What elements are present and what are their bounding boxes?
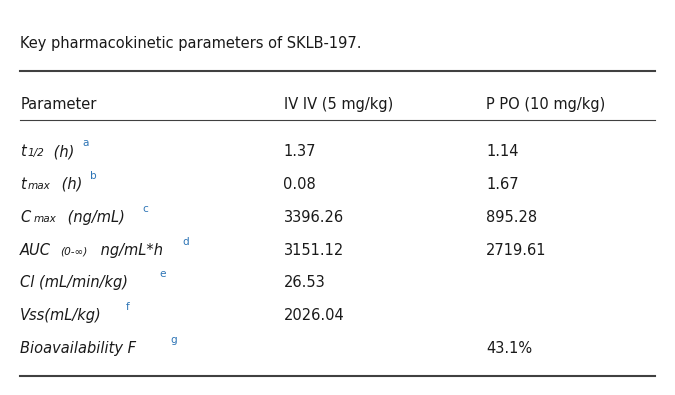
- Text: Key pharmacokinetic parameters of SKLB-197.: Key pharmacokinetic parameters of SKLB-1…: [20, 36, 362, 51]
- Text: 3151.12: 3151.12: [284, 243, 344, 258]
- Text: C: C: [20, 210, 30, 225]
- Text: c: c: [143, 204, 148, 214]
- Text: 895.28: 895.28: [486, 210, 537, 225]
- Text: 1.67: 1.67: [486, 177, 518, 192]
- Text: (h): (h): [49, 144, 75, 159]
- Text: g: g: [170, 335, 177, 345]
- Text: IV IV (5 mg/kg): IV IV (5 mg/kg): [284, 97, 393, 112]
- Text: AUC: AUC: [20, 243, 51, 258]
- Text: 2719.61: 2719.61: [486, 243, 547, 258]
- Text: 43.1%: 43.1%: [486, 341, 532, 356]
- Text: ng/mL*h: ng/mL*h: [96, 243, 163, 258]
- Text: max: max: [28, 181, 51, 191]
- Text: 1/2: 1/2: [28, 148, 45, 158]
- Text: Cl (mL/min/kg): Cl (mL/min/kg): [20, 275, 128, 290]
- Text: (h): (h): [57, 177, 82, 192]
- Text: t: t: [20, 177, 26, 192]
- Text: Parameter: Parameter: [20, 97, 97, 112]
- Text: P PO (10 mg/kg): P PO (10 mg/kg): [486, 97, 605, 112]
- Text: 1.14: 1.14: [486, 144, 518, 159]
- Text: e: e: [159, 269, 166, 279]
- Text: d: d: [182, 237, 189, 246]
- Text: max: max: [34, 214, 56, 224]
- Text: 26.53: 26.53: [284, 275, 325, 290]
- Text: Vss(mL/kg): Vss(mL/kg): [20, 308, 102, 323]
- Text: 0.08: 0.08: [284, 177, 317, 192]
- Text: f: f: [126, 302, 130, 312]
- Text: Bioavailability F: Bioavailability F: [20, 341, 136, 356]
- Text: b: b: [90, 171, 97, 181]
- Text: (0-∞): (0-∞): [60, 246, 88, 256]
- Text: 1.37: 1.37: [284, 144, 316, 159]
- Text: (ng/mL): (ng/mL): [63, 210, 125, 225]
- Text: t: t: [20, 144, 26, 159]
- Text: 2026.04: 2026.04: [284, 308, 344, 323]
- Text: a: a: [82, 138, 88, 148]
- Text: 3396.26: 3396.26: [284, 210, 344, 225]
